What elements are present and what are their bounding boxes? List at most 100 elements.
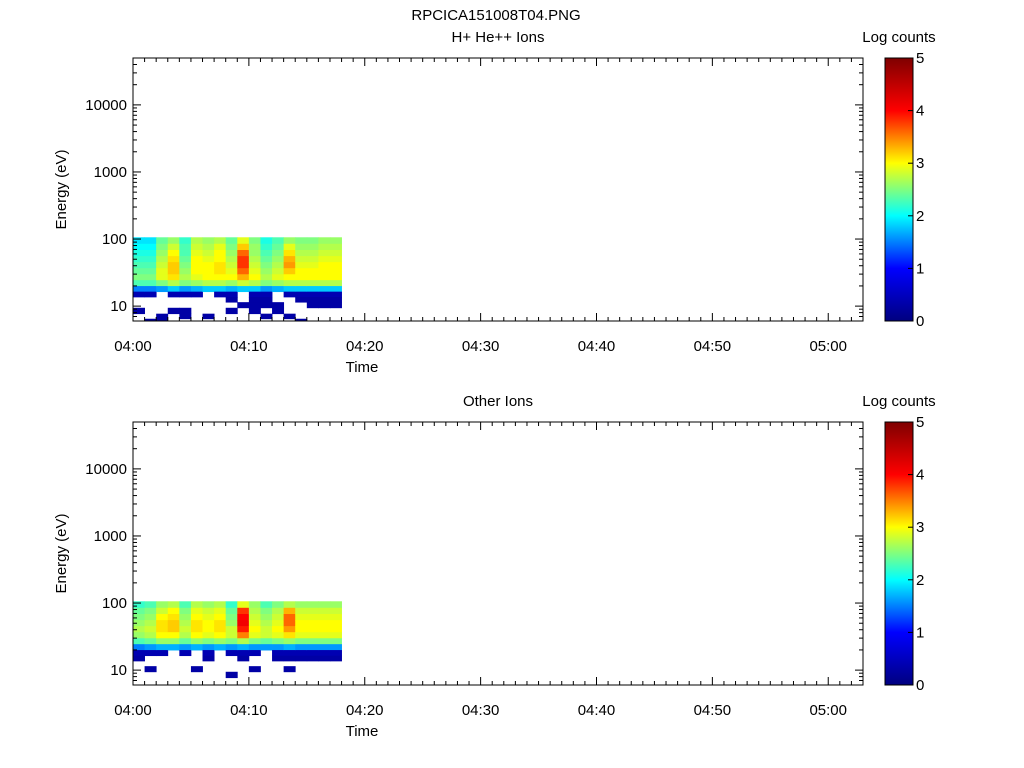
heatmap-cell [329,291,342,298]
x-tick-label: 04:40 [578,338,616,355]
heatmap-cell [156,274,169,281]
heatmap-cell [248,666,261,673]
heatmap-cell [237,250,250,257]
heatmap-cell [225,614,238,621]
heatmap-cell [202,650,215,657]
y-axis-title: Energy (eV) [53,513,70,593]
heatmap-cell [214,262,227,269]
heatmap-cell [318,291,331,298]
colorbar-tick-label: 2 [916,208,924,225]
heatmap-cell [329,638,342,645]
heatmap-cell [225,650,238,657]
heatmap-cell [260,620,273,627]
heatmap-cell [179,620,192,627]
heatmap-cell [260,280,273,287]
colorbar-frame [884,421,914,686]
heatmap-cell [260,237,273,245]
heatmap-cell [318,614,331,621]
heatmap-cell [202,614,215,621]
heatmap-cell [248,632,261,639]
heatmap-cell [272,638,285,645]
heatmap-cell [237,302,250,309]
heatmap-cell [167,291,180,298]
heatmap-cell [329,296,342,303]
heatmap-cell [295,296,308,303]
heatmap-cell [248,620,261,627]
heatmap-cell [190,632,203,639]
heatmap-cell [156,614,169,621]
heatmap-cell [248,614,261,621]
heatmap-cell [144,237,157,245]
heatmap-cell [190,256,203,263]
heatmap-cell [248,291,261,298]
heatmap-cell [133,614,145,621]
heatmap-cell [248,286,261,293]
heatmap-cell [133,291,145,298]
heatmap-cell [260,313,273,320]
heatmap-cell [144,286,157,293]
heatmap-cell [237,644,250,651]
heatmap-cell [306,644,319,651]
heatmap-cell [329,650,342,657]
heatmap-cell [283,626,296,633]
heatmap-cell [272,650,285,657]
heatmap-cell [214,614,227,621]
heatmap-cell [190,286,203,293]
heatmap-cell [295,243,308,251]
heatmap-cell [225,237,238,245]
heatmap-cell [318,620,331,627]
heatmap-cell [179,626,192,633]
heatmap-cell [190,626,203,633]
heatmap-cell [144,291,157,298]
x-tick-label: 04:00 [114,702,152,719]
heatmap-cell [306,296,319,303]
heatmap-cell [283,286,296,293]
heatmap-cell [248,626,261,633]
heatmap-cell [306,632,319,639]
heatmap-cell [144,626,157,633]
heatmap-cell [295,286,308,293]
heatmap-cell [272,256,285,263]
heatmap-cell [133,250,145,257]
heatmap-cell [295,650,308,657]
heatmap-cell [260,601,273,609]
heatmap-cell [272,237,285,245]
heatmap-cell [133,256,145,263]
colorbar-tick-label: 4 [916,103,924,120]
heatmap-cell [318,296,331,303]
heatmap-cell [237,601,250,609]
heatmap-cell [237,626,250,633]
heatmap-cell [329,607,342,615]
heatmap-cell [318,655,331,662]
heatmap-cell [272,601,285,609]
heatmap-cell [237,620,250,627]
heatmap-cell [225,307,238,315]
heatmap-cell [156,601,169,609]
x-tick-label: 04:00 [114,338,152,355]
heatmap-cell [214,250,227,257]
heatmap-cell [144,607,157,615]
heatmap-cell [329,655,342,662]
heatmap-cell [133,650,145,657]
colorbar: 0 1 2 3 4 5 Log counts [862,393,935,694]
heatmap-cell [144,268,157,275]
heatmap-cell [318,644,331,651]
heatmap-cell [329,237,342,245]
heatmap-cell [214,237,227,245]
heatmap-cell [329,302,342,309]
y-tick-label: 100 [102,231,127,248]
heatmap-cell [260,250,273,257]
heatmap-cell [179,237,192,245]
heatmap-cell [156,632,169,639]
y-axis: 10 100 1000 10000 [85,421,863,686]
plot-frame [132,421,864,686]
heatmap-cell [272,250,285,257]
heatmap-cell [295,655,308,662]
heatmap-cell [295,256,308,263]
heatmap-cell [179,313,192,320]
heatmap-cell [179,650,192,657]
heatmap-cell [283,632,296,639]
heatmap-cell [190,237,203,245]
